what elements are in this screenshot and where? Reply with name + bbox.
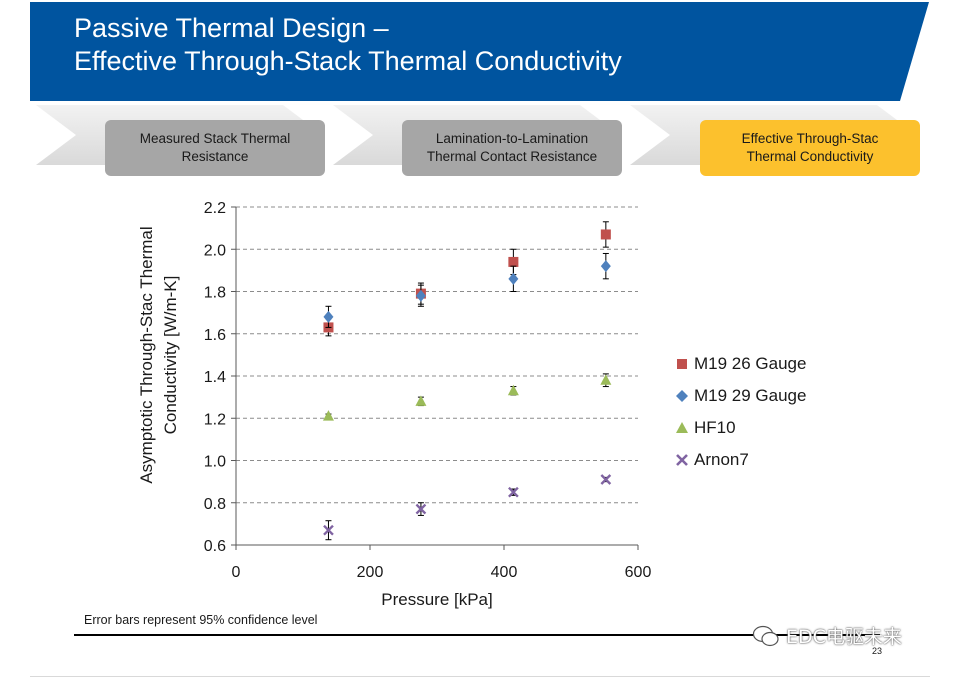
chart-grid bbox=[236, 206, 638, 504]
wechat-icon bbox=[752, 625, 779, 646]
bottom-divider bbox=[30, 676, 930, 677]
data-point-diamond bbox=[323, 310, 334, 323]
slide-title-line-1: Passive Thermal Design – bbox=[74, 13, 389, 43]
y-axis-label-line-1: Asymptotic Through-Stac Thermal bbox=[137, 226, 156, 483]
process-step-effective-conductivity: Effective Through-Stac Thermal Conductiv… bbox=[700, 120, 920, 176]
legend-label: HF10 bbox=[694, 418, 736, 437]
data-point-triangle bbox=[322, 410, 334, 421]
triangle-marker-icon bbox=[676, 422, 688, 433]
data-point-triangle bbox=[600, 374, 612, 385]
series-hf10 bbox=[322, 373, 612, 421]
y-tick-label: 2.2 bbox=[204, 200, 226, 217]
chart-tick-labels: 0.6 0.8 1.0 1.2 1.4 1.6 1.8 2.0 2.2 0 200 400 600 bbox=[204, 200, 652, 581]
y-tick-label: 1.2 bbox=[204, 411, 226, 428]
data-point-x bbox=[415, 503, 427, 515]
series-arnon7 bbox=[323, 474, 612, 541]
y-tick-label: 0.8 bbox=[204, 496, 226, 513]
y-tick-label: 1.0 bbox=[204, 454, 226, 471]
data-point-triangle bbox=[507, 384, 519, 396]
legend-label: Arnon7 bbox=[694, 450, 749, 469]
y-tick-label: 1.8 bbox=[204, 285, 226, 302]
watermark: EDC电驱未来 bbox=[752, 622, 902, 649]
x-axis-label: Pressure [kPa] bbox=[381, 590, 493, 609]
y-tick-label: 1.4 bbox=[204, 369, 226, 386]
y-tick-label: 2.0 bbox=[204, 242, 226, 259]
data-point-diamond bbox=[600, 260, 611, 273]
watermark-text: EDC电驱未来 bbox=[786, 626, 902, 648]
x-tick-label: 400 bbox=[491, 564, 518, 581]
square-marker-icon bbox=[677, 359, 687, 369]
process-step-contact-resistance: Lamination-to-Lamination Thermal Contact… bbox=[402, 120, 622, 176]
data-point-square bbox=[508, 256, 519, 267]
chart-axes bbox=[231, 206, 639, 550]
chart-marks bbox=[322, 221, 612, 541]
y-tick-label: 1.6 bbox=[204, 327, 226, 344]
diamond-marker-icon bbox=[676, 390, 688, 402]
x-tick-label: 200 bbox=[357, 564, 384, 581]
series-m19-29-gauge bbox=[323, 252, 611, 328]
data-point-diamond bbox=[415, 289, 426, 302]
legend-label: M19 29 Gauge bbox=[694, 386, 807, 405]
legend-item-hf10: HF10 bbox=[676, 412, 806, 444]
x-tick-label: 0 bbox=[232, 564, 241, 581]
data-point-x bbox=[508, 486, 519, 498]
data-point-x bbox=[323, 524, 334, 536]
x-tick-label: 600 bbox=[625, 564, 652, 581]
data-point-x bbox=[600, 474, 612, 485]
error-bar-footnote: Error bars represent 95% confidence leve… bbox=[84, 613, 318, 627]
header-band bbox=[30, 2, 935, 104]
legend-item-m19-29: M19 29 Gauge bbox=[676, 380, 806, 412]
header-band-shape bbox=[30, 2, 929, 101]
data-point-square bbox=[600, 229, 611, 240]
y-tick-label: 0.6 bbox=[204, 538, 226, 555]
process-step-measured-resistance: Measured Stack Thermal Resistance bbox=[105, 120, 325, 176]
legend-label: M19 26 Gauge bbox=[694, 354, 807, 373]
y-axis-label-line-2: Conductivity [W/m-K] bbox=[161, 276, 180, 435]
legend-item-m19-26: M19 26 Gauge bbox=[676, 348, 806, 380]
data-point-diamond bbox=[508, 272, 519, 285]
slide-title-line-2: Effective Through-Stack Thermal Conducti… bbox=[74, 46, 622, 76]
legend-item-arnon7: Arnon7 bbox=[676, 444, 806, 476]
data-point-triangle bbox=[415, 395, 427, 406]
x-marker-icon bbox=[676, 454, 688, 466]
chart-legend: M19 26 Gauge M19 29 Gauge HF10 Arnon7 bbox=[676, 348, 806, 476]
page-number: 23 bbox=[872, 646, 883, 656]
series-m19-26-gauge bbox=[323, 221, 611, 337]
footer-divider bbox=[74, 634, 880, 636]
